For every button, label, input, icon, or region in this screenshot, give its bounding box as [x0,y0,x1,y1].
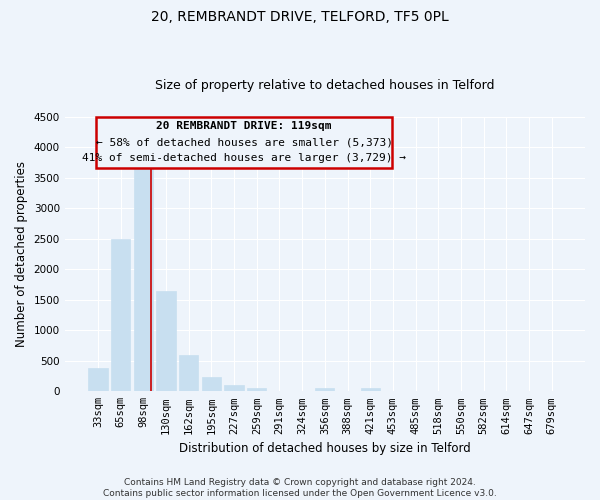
Bar [315,388,334,392]
Text: 41% of semi-detached houses are larger (3,729) →: 41% of semi-detached houses are larger (… [82,154,406,164]
Bar [88,368,107,392]
FancyBboxPatch shape [96,117,392,168]
Bar [157,292,176,392]
Bar [134,164,153,392]
Bar [202,376,221,392]
Title: Size of property relative to detached houses in Telford: Size of property relative to detached ho… [155,79,494,92]
Text: 20, REMBRANDT DRIVE, TELFORD, TF5 0PL: 20, REMBRANDT DRIVE, TELFORD, TF5 0PL [151,10,449,24]
Text: 20 REMBRANDT DRIVE: 119sqm: 20 REMBRANDT DRIVE: 119sqm [157,121,332,131]
Bar [361,388,380,392]
Bar [179,356,199,392]
Text: Contains HM Land Registry data © Crown copyright and database right 2024.
Contai: Contains HM Land Registry data © Crown c… [103,478,497,498]
Text: ← 58% of detached houses are smaller (5,373): ← 58% of detached houses are smaller (5,… [95,137,392,147]
Bar [111,239,130,392]
Y-axis label: Number of detached properties: Number of detached properties [15,161,28,347]
Bar [224,385,244,392]
X-axis label: Distribution of detached houses by size in Telford: Distribution of detached houses by size … [179,442,471,455]
Bar [247,388,266,392]
